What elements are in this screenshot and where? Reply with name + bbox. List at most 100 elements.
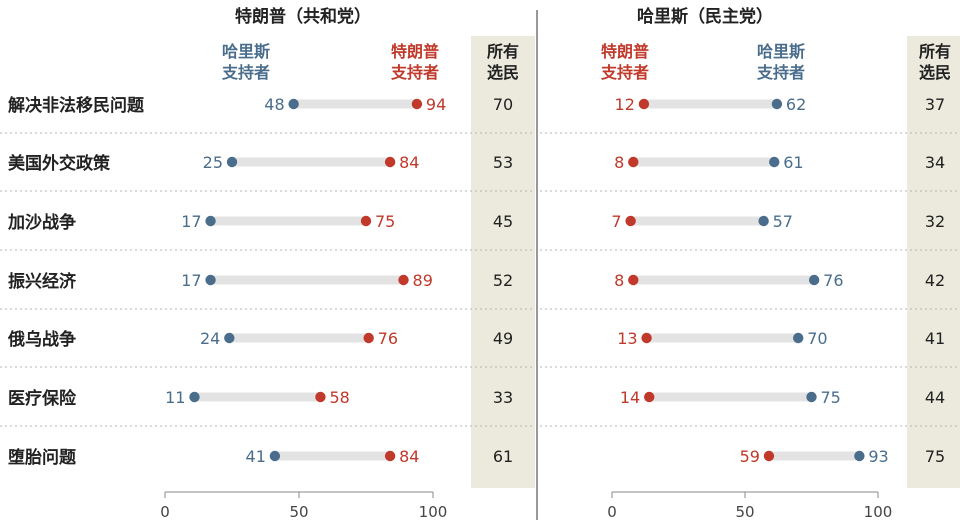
value-label: 12 (615, 95, 635, 114)
x-tick-label: 0 (607, 503, 617, 521)
series-header-label: 支持者 (390, 63, 439, 82)
category-label: 加沙战争 (7, 212, 76, 233)
category-label: 堕胎问题 (8, 447, 77, 468)
dot-trump (384, 450, 396, 462)
value-label: 59 (740, 447, 760, 466)
dot-trump (638, 98, 650, 110)
dot-harris (806, 391, 817, 403)
value-label: 8 (614, 153, 624, 172)
value-label: 93 (868, 447, 888, 466)
value-label: 13 (617, 329, 637, 348)
all-voters-value: 33 (493, 388, 513, 407)
series-header-label: 特朗普 (391, 42, 439, 61)
category-label: 解决非法移民问题 (8, 95, 145, 116)
value-label: 17 (181, 271, 201, 290)
dot-harris (288, 98, 299, 110)
value-label: 11 (165, 388, 185, 407)
value-label: 75 (375, 212, 395, 231)
all-voters-value: 52 (493, 271, 513, 290)
dot-trump (315, 391, 326, 403)
value-label: 48 (264, 95, 284, 114)
dot-trump (628, 156, 639, 168)
value-label: 89 (413, 271, 433, 290)
value-label: 17 (181, 212, 201, 231)
panel-title: 哈里斯（民主党） (637, 6, 773, 27)
all-voters-value: 75 (925, 447, 945, 466)
all-voters-column-bg-2 (907, 36, 960, 488)
value-label: 84 (399, 153, 419, 172)
all-voters-value: 53 (493, 153, 513, 172)
all-voters-header: 所有 (919, 42, 951, 61)
value-label: 61 (783, 153, 803, 172)
dot-harris (758, 215, 769, 227)
all-voters-header: 选民 (919, 63, 951, 82)
value-label: 25 (203, 153, 223, 172)
value-label: 76 (378, 329, 398, 348)
dot-harris (189, 391, 200, 403)
dot-trump (628, 274, 639, 286)
series-header-label: 支持者 (756, 63, 805, 82)
dot-harris (224, 332, 235, 344)
dot-harris (769, 156, 780, 168)
all-voters-value: 61 (493, 447, 513, 466)
dot-trump (363, 332, 374, 344)
dot-harris (808, 274, 820, 286)
x-tick-label: 0 (160, 503, 170, 521)
value-label: 24 (200, 329, 220, 348)
dot-trump (644, 391, 655, 403)
all-voters-value: 34 (925, 153, 945, 172)
value-label: 94 (426, 95, 446, 114)
dot-trump (641, 332, 652, 344)
dot-harris (793, 332, 804, 344)
dot-harris (854, 450, 865, 462)
all-voters-value: 45 (493, 212, 513, 231)
all-voters-value: 32 (925, 212, 945, 231)
value-label: 70 (807, 329, 827, 348)
all-voters-column-bg-1 (471, 36, 535, 488)
category-label: 俄乌战争 (7, 329, 76, 350)
all-voters-value: 42 (925, 271, 945, 290)
all-voters-header: 选民 (487, 63, 519, 82)
x-tick-label: 100 (864, 503, 893, 521)
all-voters-value: 49 (493, 329, 513, 348)
dot-harris (205, 215, 216, 227)
value-label: 14 (620, 388, 640, 407)
value-label: 57 (773, 212, 793, 231)
category-label: 美国外交政策 (8, 153, 111, 174)
dot-trump (625, 215, 636, 227)
value-label: 8 (614, 271, 624, 290)
series-header-label: 支持者 (600, 63, 649, 82)
series-header-label: 支持者 (221, 63, 270, 82)
dot-trump (411, 98, 423, 110)
dot-trump (384, 156, 396, 168)
all-voters-value: 41 (925, 329, 945, 348)
category-label: 医疗保险 (8, 388, 77, 409)
all-voters-value: 37 (925, 95, 945, 114)
dot-harris (771, 98, 783, 110)
category-label: 振兴经济 (8, 271, 77, 292)
all-voters-header: 所有 (487, 42, 519, 61)
dot-trump (763, 450, 775, 462)
value-label: 58 (329, 388, 349, 407)
panel-title: 特朗普（共和党） (235, 6, 371, 27)
value-label: 84 (399, 447, 419, 466)
series-header-label: 哈里斯 (222, 42, 270, 61)
dot-harris (269, 450, 281, 462)
value-label: 76 (823, 271, 843, 290)
dot-trump (360, 215, 372, 227)
all-voters-value: 44 (925, 388, 945, 407)
series-header-label: 特朗普 (601, 42, 649, 61)
value-label: 62 (786, 95, 806, 114)
dot-harris (226, 156, 238, 168)
series-header-label: 哈里斯 (757, 42, 805, 61)
value-label: 75 (821, 388, 841, 407)
value-label: 41 (246, 447, 266, 466)
value-label: 7 (611, 212, 621, 231)
dot-harris (205, 274, 216, 286)
x-tick-label: 50 (289, 503, 308, 521)
all-voters-value: 70 (493, 95, 513, 114)
x-tick-label: 50 (735, 503, 754, 521)
x-tick-label: 100 (419, 503, 448, 521)
